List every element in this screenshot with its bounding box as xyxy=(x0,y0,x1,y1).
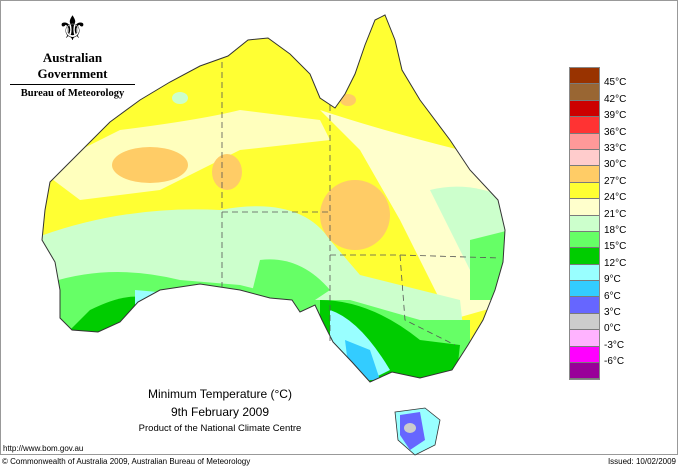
legend-swatch xyxy=(570,346,599,364)
legend-label: 36°C xyxy=(604,126,627,138)
legend-label: 18°C xyxy=(604,225,627,236)
map-frame xyxy=(0,0,678,455)
state-borders xyxy=(221,62,501,346)
legend-swatch xyxy=(570,117,599,134)
legend-label: 9°C xyxy=(604,274,621,286)
legend-label: 24°C xyxy=(604,192,627,204)
legend-label: 33°C xyxy=(604,143,627,154)
map-product: Product of the National Climate Centre xyxy=(138,423,302,434)
legend-swatch xyxy=(570,248,599,265)
government-name: Australian Government xyxy=(10,50,135,85)
legend-label: -3°C xyxy=(604,339,625,351)
legend-label: 3°C xyxy=(604,307,621,318)
legend-swatch xyxy=(570,281,599,298)
issued-date: Issued: 10/02/2009 xyxy=(607,457,676,466)
legend-label: 30°C xyxy=(604,159,627,171)
legend-label: 12°C xyxy=(604,257,627,269)
legend-label: 27°C xyxy=(604,175,627,187)
legend-swatch xyxy=(570,231,599,249)
legend-swatch xyxy=(570,84,599,101)
legend-swatch xyxy=(570,149,599,167)
legend-swatch xyxy=(570,68,599,85)
map-title-block: Minimum Temperature (°C) 9th February 20… xyxy=(110,387,330,434)
bureau-name: Bureau of Meteorology xyxy=(20,88,125,99)
coat-of-arms-icon: ⚜ xyxy=(57,10,88,48)
bom-url-link[interactable]: http://www.bom.gov.au xyxy=(3,444,84,453)
copyright-text: © Commonwealth of Australia 2009, Austra… xyxy=(2,457,251,466)
temperature-legend xyxy=(569,67,600,381)
legend-label: -6°C xyxy=(604,356,625,368)
legend-swatch xyxy=(570,297,599,314)
legend-swatch xyxy=(570,133,599,150)
legend-swatch xyxy=(570,363,599,380)
legend-label: 15°C xyxy=(604,241,627,253)
legend-label: 45°C xyxy=(604,77,627,89)
legend-label: 6°C xyxy=(604,290,621,302)
legend-swatch xyxy=(570,313,599,331)
legend-swatch xyxy=(570,182,599,200)
map-title: Minimum Temperature (°C) xyxy=(148,387,292,401)
legend-swatch xyxy=(570,100,599,118)
legend-swatch xyxy=(570,199,599,216)
map-date: 9th February 2009 xyxy=(170,405,270,419)
legend-swatch xyxy=(570,215,599,232)
legend-swatch xyxy=(570,166,599,183)
legend-swatch xyxy=(570,330,599,347)
legend-label: 39°C xyxy=(604,110,627,122)
legend-label: 21°C xyxy=(604,208,627,220)
tasmania xyxy=(394,407,441,456)
legend-label: 0°C xyxy=(604,323,621,335)
legend-swatch xyxy=(570,264,599,282)
legend-label: 42°C xyxy=(604,93,627,105)
bom-logo: ⚜ Australian Government Bureau of Meteor… xyxy=(10,10,135,99)
